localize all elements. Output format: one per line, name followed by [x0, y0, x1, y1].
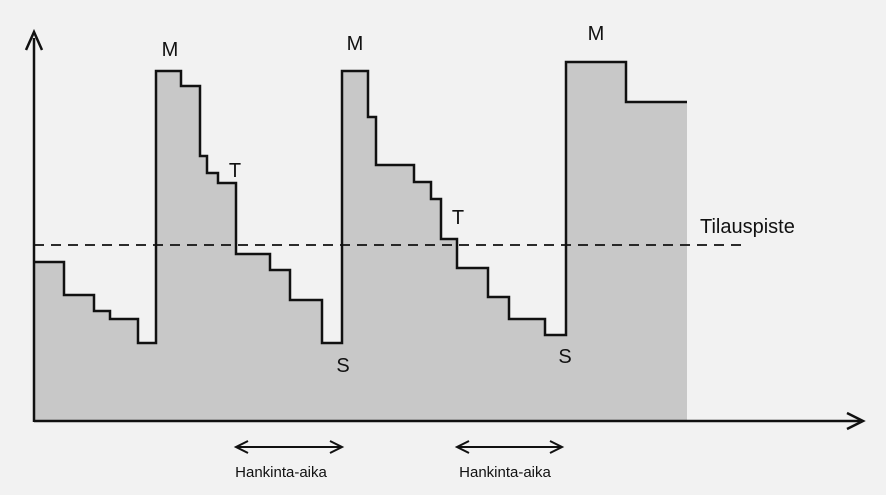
reorder-label-1: T — [229, 160, 241, 182]
y-axis-arrowhead — [24, 28, 44, 51]
lead-time-label-2: Hankinta-aika — [459, 464, 551, 481]
max-label-3: M — [588, 23, 605, 45]
safety-label-1: S — [336, 355, 349, 377]
lead-time-arrow-1 — [233, 440, 345, 454]
max-label-2: M — [347, 33, 364, 55]
safety-label-2: S — [558, 346, 571, 368]
x-axis-arrowhead — [846, 411, 866, 431]
inventory-area — [34, 62, 687, 420]
lead-time-arrow-2 — [454, 440, 565, 454]
reorder-point-label: Tilauspiste — [700, 216, 795, 238]
lead-time-label-1: Hankinta-aika — [235, 464, 327, 481]
inventory-level-line — [34, 60, 687, 345]
max-label-1: M — [162, 39, 179, 61]
reorder-label-2: T — [452, 207, 464, 229]
